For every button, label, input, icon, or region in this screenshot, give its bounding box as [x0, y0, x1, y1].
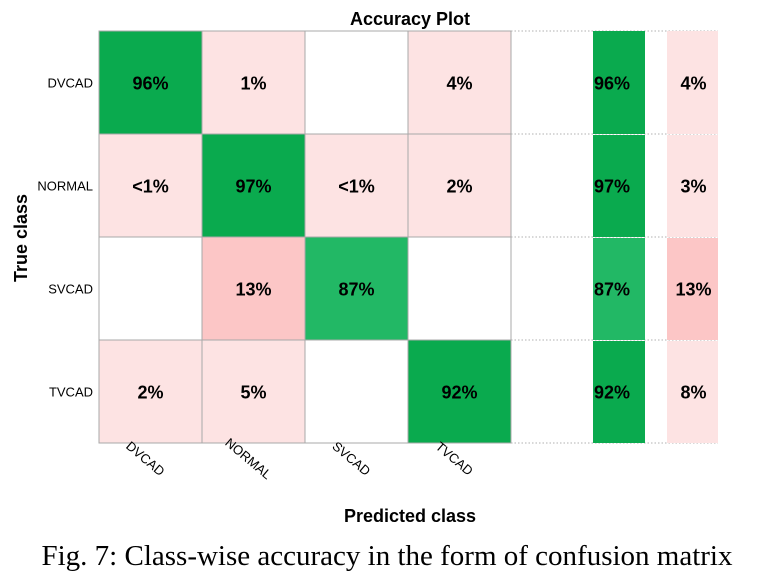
- matrix-cell: [304, 339, 409, 444]
- correct-summary-value: 96%: [594, 74, 630, 94]
- row-labels: DVCAD NORMAL SVCAD TVCAD: [37, 76, 93, 400]
- chart-title: Accuracy Plot: [350, 9, 470, 29]
- matrix-cell-value: 92%: [441, 383, 477, 403]
- row-label: TVCAD: [49, 385, 93, 400]
- row-label: NORMAL: [37, 179, 93, 194]
- matrix-cell: [201, 30, 306, 135]
- matrix-cell-value: 4%: [446, 74, 472, 94]
- column-label: DVCAD: [123, 438, 168, 479]
- matrix-cell: [98, 30, 203, 135]
- correct-summary-value: 87%: [594, 280, 630, 300]
- matrix-cell-value: 13%: [235, 280, 271, 300]
- incorrect-summary-value: 3%: [680, 177, 706, 197]
- incorrect-summary-value: 8%: [680, 383, 706, 403]
- matrix-cell: [304, 30, 409, 135]
- matrix-cell: [201, 339, 306, 444]
- correct-summary-cell: [593, 31, 645, 134]
- matrix-cell-value: 1%: [240, 74, 266, 94]
- figure-caption: Fig. 7: Class-wise accuracy in the form …: [41, 540, 733, 572]
- correct-summary-cell: [593, 238, 645, 340]
- matrix-cell: [407, 236, 512, 341]
- matrix-cells: 96% 1% 4% <1% 97% <1% 2% 13% 87% 2% 5% 92%: [98, 30, 512, 444]
- correct-summary-cell: [593, 135, 645, 237]
- y-axis-label: True class: [11, 194, 31, 282]
- matrix-cell: [304, 236, 409, 341]
- row-label: DVCAD: [47, 76, 93, 91]
- matrix-cell: [407, 30, 512, 135]
- matrix-cell: [98, 133, 203, 238]
- column-label: TVCAD: [433, 439, 476, 479]
- matrix-cell: [98, 236, 203, 341]
- incorrect-summary-cell: [667, 31, 718, 134]
- matrix-cell-value: 2%: [446, 177, 472, 197]
- matrix-cell-value: <1%: [132, 177, 169, 197]
- matrix-cell-value: 96%: [132, 74, 168, 94]
- matrix-cell-value: 5%: [240, 383, 266, 403]
- matrix-cell: [201, 133, 306, 238]
- correct-summary-cell: [593, 341, 645, 443]
- correct-summary-value: 92%: [594, 383, 630, 403]
- matrix-cell: [407, 133, 512, 238]
- correct-summary-value: 97%: [594, 177, 630, 197]
- incorrect-summary-cell: [667, 135, 718, 237]
- matrix-cell-value: <1%: [338, 177, 375, 197]
- matrix-cell-value: 2%: [137, 383, 163, 403]
- incorrect-summary-cell: [667, 341, 718, 443]
- column-label: SVCAD: [329, 438, 373, 478]
- matrix-cell: [407, 339, 512, 444]
- incorrect-summary-cell: [667, 238, 718, 340]
- row-label: SVCAD: [48, 282, 93, 297]
- incorrect-summary-value: 13%: [675, 280, 711, 300]
- matrix-cell-value: 87%: [338, 280, 374, 300]
- x-axis-label: Predicted class: [344, 506, 476, 526]
- matrix-cell-value: 97%: [235, 177, 271, 197]
- incorrect-summary-value: 4%: [680, 74, 706, 94]
- row-summary-columns: 96% 4% 97% 3% 87% 13% 92% 8%: [511, 30, 718, 444]
